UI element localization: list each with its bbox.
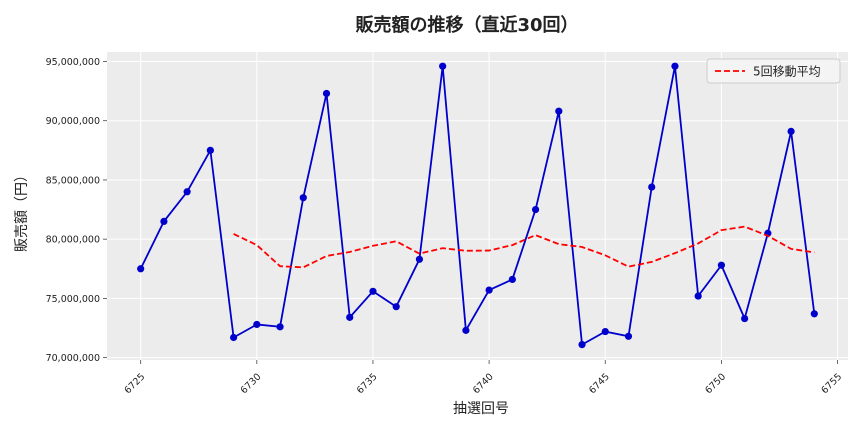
y-tick-label: 95,000,000: [46, 57, 100, 68]
sales-point: [508, 275, 516, 284]
sales-point: [555, 107, 563, 115]
legend: 5回移動平均: [706, 58, 841, 84]
y-tick-label: 80,000,000: [46, 235, 100, 246]
moving-average-line: [233, 225, 815, 269]
sales-point: [206, 146, 214, 154]
y-tick-label: 90,000,000: [46, 116, 100, 127]
sales-point: [787, 127, 795, 135]
sales-point: [369, 287, 377, 295]
sales-point: [717, 261, 726, 269]
sales-line: [139, 66, 816, 347]
sales-point: [810, 310, 818, 318]
sales-point: [648, 183, 656, 191]
sales-point: [462, 326, 470, 334]
sales-point: [253, 320, 261, 329]
x-tick-label: 6750: [703, 371, 728, 396]
x-tick-label: 6745: [587, 371, 612, 396]
x-tick-label: 6755: [819, 371, 844, 396]
sales-point: [137, 265, 145, 273]
sales-point: [694, 292, 702, 300]
x-tick-label: 6730: [239, 371, 264, 396]
sales-point: [531, 205, 540, 214]
y-tick-label: 70,000,000: [46, 353, 100, 364]
x-axis-label: 抽選回号: [453, 401, 509, 417]
sales-point: [671, 62, 679, 70]
sales-point: [624, 332, 633, 340]
sales-point: [183, 188, 191, 196]
sales-point: [229, 333, 238, 342]
sales-point: [392, 303, 400, 311]
series-layer: [137, 62, 818, 349]
sales-point: [415, 255, 424, 263]
grid: [107, 52, 848, 360]
sales-point: [276, 323, 284, 331]
sales-point: [160, 217, 168, 225]
sales-point: [741, 314, 749, 323]
sales-point: [322, 89, 331, 98]
sales-point: [601, 327, 609, 336]
y-tick-label: 75,000,000: [46, 294, 100, 305]
x-tick-label: 6725: [123, 371, 148, 396]
chart-title: 販売額の推移（直近30回）: [355, 14, 578, 36]
sales-point: [346, 313, 354, 321]
sales-point: [578, 341, 586, 349]
legend-box: [706, 58, 841, 84]
sales-point: [299, 194, 307, 202]
y-tick-label: 85,000,000: [46, 175, 100, 186]
sales-point: [485, 286, 493, 294]
x-tick-label: 6740: [471, 371, 496, 396]
x-tick-label: 6735: [355, 371, 380, 396]
y-axis-label: 販売額（円）: [14, 168, 30, 252]
legend-label: 5回移動平均: [753, 65, 821, 79]
sales-point: [439, 62, 447, 70]
